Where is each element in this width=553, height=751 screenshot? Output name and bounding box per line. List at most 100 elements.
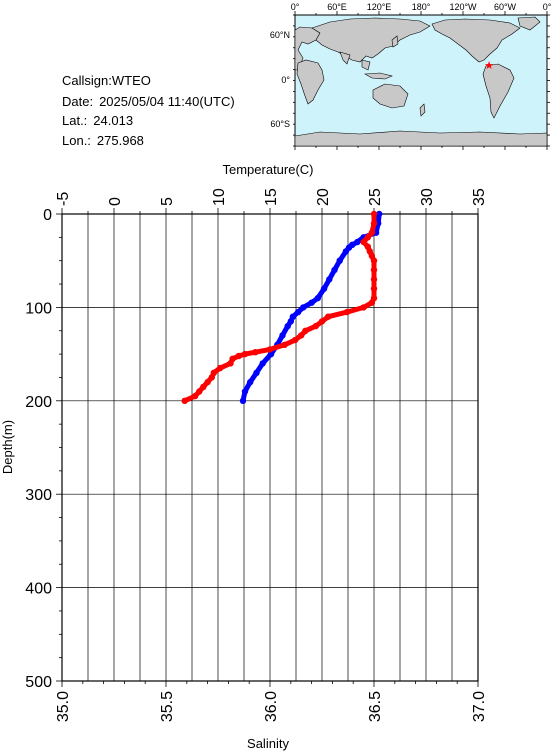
- temperature-tick-labels: -5 0 5 10 15 20 25 30 35: [55, 188, 488, 206]
- salinity-tick-label: 36.5: [367, 691, 384, 722]
- map-land: [294, 16, 548, 147]
- temperature-tick-label: 35: [471, 188, 488, 206]
- map-lon-tick-label: 60°E: [327, 2, 347, 12]
- plot-frame: [61, 213, 479, 682]
- salinity-point: [196, 388, 203, 395]
- salinity-tick-label: 36.0: [263, 691, 280, 722]
- salinity-point: [200, 383, 207, 390]
- temperature-point: [259, 360, 266, 367]
- land-indonesia: [363, 72, 393, 80]
- temperature-point: [287, 318, 294, 325]
- date-value: 2025/05/04 11:40(UTC): [99, 94, 235, 109]
- salinity-point: [343, 308, 351, 316]
- map-lon-tick-label: 120°E: [367, 2, 392, 12]
- temperature-point: [354, 238, 361, 246]
- salinity-tick-label: 35.0: [55, 691, 72, 722]
- salinity-point: [181, 397, 188, 404]
- map-lat-tick-label: 0°: [281, 75, 290, 85]
- callsign-label: Callsign:: [62, 73, 112, 88]
- observation-marker: ★: [484, 60, 494, 72]
- depth-tick-labels: 0 100 200 300 400 500: [25, 207, 52, 691]
- temperature-point: [376, 210, 383, 218]
- map-lon-tick-label: 180°: [412, 2, 431, 12]
- temperature-tick-label: 30: [419, 188, 436, 206]
- temperature-point: [294, 308, 302, 316]
- temperature-point: [320, 285, 328, 292]
- map-lat-tick-label: 60°S: [270, 119, 290, 129]
- date-row: Date: 2025/05/04 11:40(UTC): [62, 94, 235, 110]
- map-lon-tick-label: 120°W: [449, 2, 477, 12]
- salinity-point: [312, 322, 319, 330]
- temperature-point: [284, 322, 291, 330]
- depth-tick-label: 500: [25, 674, 52, 691]
- salinity-point: [370, 220, 378, 227]
- depth-tick-label: 100: [25, 300, 52, 317]
- salinity-point: [370, 285, 378, 292]
- salinity-point: [370, 276, 378, 283]
- temperature-point: [239, 397, 247, 404]
- longitude-value: 275.968: [96, 133, 144, 148]
- date-label: Date:: [62, 94, 94, 109]
- map-lon-tick-labels: 0° 60°E 120°E 180° 120°W 60°W 0°: [291, 2, 552, 12]
- temperature-axis-title: Temperature(C): [222, 162, 313, 177]
- longitude-row: Lon.: 275.968: [62, 133, 144, 149]
- land-southeast-asia: [361, 59, 371, 71]
- latitude-row: Lat.: 24.013: [62, 113, 133, 129]
- temperature-point: [308, 299, 315, 306]
- salinity-point: [360, 304, 367, 311]
- temperature-point: [342, 248, 350, 255]
- salinity-point: [318, 318, 326, 325]
- salinity-point: [291, 336, 299, 344]
- map-lon-tick-label: 0°: [543, 2, 552, 12]
- salinity-series: [181, 210, 378, 404]
- temperature-tick-label: 0: [107, 197, 124, 206]
- temperature-tick-label: 25: [367, 188, 384, 206]
- latitude-value: 24.013: [93, 113, 134, 128]
- temperature-point: [336, 257, 343, 264]
- salinity-tick-labels: 35.0 35.5 36.0 36.5 37.0: [55, 691, 488, 722]
- depth-tick-label: 200: [25, 394, 52, 411]
- salinity-tick-label: 37.0: [471, 691, 488, 722]
- temperature-point: [279, 332, 286, 339]
- salinity-point: [325, 313, 332, 320]
- temperature-tick-label: 5: [159, 197, 176, 206]
- map-lon-tick-label: 0°: [291, 2, 300, 12]
- depth-axis-title: Depth(m): [0, 420, 15, 474]
- temperature-point: [247, 378, 254, 386]
- land-south-america: [482, 63, 515, 119]
- callsign-value: WTEO: [111, 73, 151, 88]
- salinity-point: [370, 266, 378, 274]
- salinity-axis-title: Salinity: [247, 736, 289, 751]
- salinity-point: [364, 234, 371, 241]
- observation-star-icon: ★: [484, 60, 494, 72]
- temperature-tick-label: 10: [211, 188, 228, 206]
- depth-tick-label: 400: [25, 581, 52, 598]
- salinity-point: [360, 238, 367, 246]
- land-asia: [311, 17, 431, 63]
- temperature-point: [241, 388, 249, 395]
- salinity-point: [204, 378, 211, 386]
- salinity-point: [241, 350, 249, 358]
- salinity-point: [368, 299, 376, 306]
- salinity-point: [235, 352, 242, 360]
- latitude-label: Lat.:: [62, 113, 88, 128]
- temperature-point: [300, 304, 307, 311]
- depth-tick-label: 300: [25, 487, 52, 504]
- land-new-zealand: [419, 103, 426, 117]
- salinity-point: [266, 346, 274, 353]
- salinity-point: [191, 392, 199, 400]
- temperature-point: [253, 369, 260, 376]
- land-antarctica: [294, 130, 548, 147]
- salinity-point: [302, 327, 309, 334]
- temperature-point: [331, 266, 338, 274]
- series-layer: [181, 210, 383, 404]
- salinity-point: [216, 364, 224, 372]
- temperature-point: [314, 294, 321, 302]
- salinity-point: [208, 374, 215, 381]
- temperature-tick-label: 15: [263, 188, 280, 206]
- map-lon-tick-label: 60°W: [494, 2, 517, 12]
- temperature-tick-label: -5: [55, 192, 72, 206]
- chart-minor-ticks: [56, 208, 479, 687]
